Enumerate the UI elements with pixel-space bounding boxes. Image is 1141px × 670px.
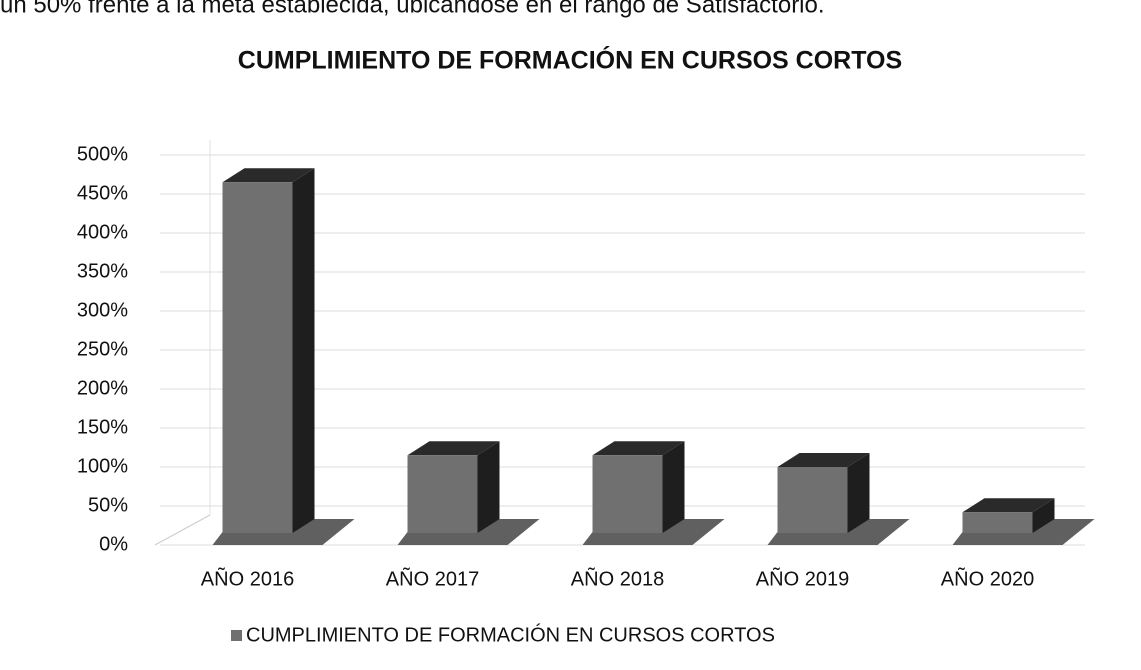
x-tick-label: AÑO 2017	[386, 566, 479, 590]
y-tick-label: 500%	[77, 143, 128, 165]
bar	[962, 512, 1033, 533]
bar-top	[407, 441, 500, 456]
bar	[222, 182, 293, 534]
bar-side	[662, 441, 685, 533]
legend-swatch	[231, 630, 242, 641]
y-tick-label: 450%	[77, 182, 128, 204]
caption-above: un 50% frente a la meta establecida, ubi…	[0, 0, 825, 18]
bar-side	[1032, 498, 1055, 533]
y-tick-label: 250%	[77, 338, 128, 360]
bar-side	[292, 168, 315, 534]
y-tick-label: 400%	[77, 221, 128, 243]
x-tick-label: AÑO 2020	[941, 566, 1034, 590]
bar-side	[477, 441, 500, 533]
bar	[592, 455, 663, 533]
bar	[407, 455, 478, 533]
x-tick-label: AÑO 2018	[571, 566, 664, 590]
y-tick-label: 50%	[88, 494, 128, 516]
y-tick-label: 150%	[77, 416, 128, 438]
y-tick-label: 300%	[77, 299, 128, 321]
bar-top	[592, 441, 685, 456]
legend-label: CUMPLIMIENTO DE FORMACIÓN EN CURSOS CORT…	[246, 623, 775, 646]
bar-top	[777, 453, 870, 467]
y-tick-label: 0%	[99, 533, 128, 555]
bar-top	[962, 498, 1055, 513]
floor-edge	[154, 514, 211, 546]
bar-side	[847, 453, 870, 533]
x-tick-label: AÑO 2019	[756, 566, 849, 590]
bar-top	[222, 168, 315, 183]
y-tick-label: 100%	[77, 455, 128, 477]
x-tick-label: AÑO 2016	[201, 566, 294, 590]
y-tick-label: 200%	[77, 377, 128, 399]
chart-title: CUMPLIMIENTO DE FORMACIÓN EN CURSOS CORT…	[238, 45, 902, 75]
bar	[777, 467, 848, 533]
y-tick-label: 350%	[77, 260, 128, 282]
